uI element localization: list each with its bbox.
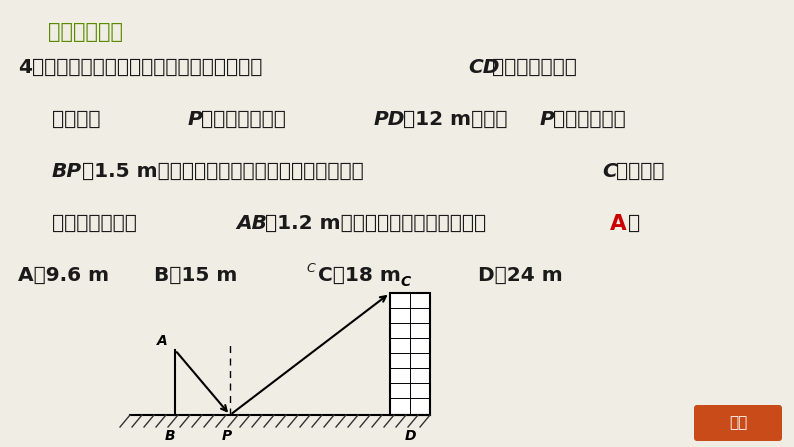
Text: P: P (222, 429, 232, 443)
Text: ＝12 m，镜子: ＝12 m，镜子 (403, 110, 507, 129)
Text: 期末提分练案: 期末提分练案 (48, 22, 123, 42)
Text: A: A (157, 334, 168, 348)
Text: ）: ） (628, 214, 640, 233)
Text: C: C (602, 162, 617, 181)
Text: PD: PD (374, 110, 406, 129)
Text: P: P (540, 110, 555, 129)
Text: ，小明眼: ，小明眼 (616, 162, 665, 181)
Text: 与古城墙的距离: 与古城墙的距离 (201, 110, 286, 129)
Text: C: C (401, 275, 411, 289)
Text: D．24 m: D．24 m (478, 266, 563, 285)
Text: C: C (306, 262, 314, 275)
Text: B: B (164, 429, 175, 443)
Text: 睛距地面的高度: 睛距地面的高度 (52, 214, 137, 233)
FancyBboxPatch shape (694, 405, 782, 441)
Text: 返回: 返回 (729, 416, 747, 430)
Text: A: A (610, 214, 626, 234)
Text: B．15 m: B．15 m (154, 266, 237, 285)
Text: ＝1.5 m，小明刚好从镜子中看到古城墙顶端点: ＝1.5 m，小明刚好从镜子中看到古城墙顶端点 (82, 162, 364, 181)
Text: BP: BP (52, 162, 82, 181)
Text: P: P (188, 110, 202, 129)
Text: CD: CD (468, 58, 499, 77)
Text: AB: AB (236, 214, 267, 233)
Text: 如果镜子: 如果镜子 (52, 110, 101, 129)
Text: C．18 m: C．18 m (318, 266, 401, 285)
Text: 4．如图是小明设计利用光线来测量某古城墙: 4．如图是小明设计利用光线来测量某古城墙 (18, 58, 262, 77)
Text: ＝1.2 m，那么该古城墙的高度是（: ＝1.2 m，那么该古城墙的高度是（ (265, 214, 486, 233)
Bar (390, 293, 430, 415)
Text: A．9.6 m: A．9.6 m (18, 266, 109, 285)
Text: 与小明的距离: 与小明的距离 (553, 110, 626, 129)
Text: D: D (404, 429, 416, 443)
Text: 高度的示意图，: 高度的示意图， (492, 58, 577, 77)
